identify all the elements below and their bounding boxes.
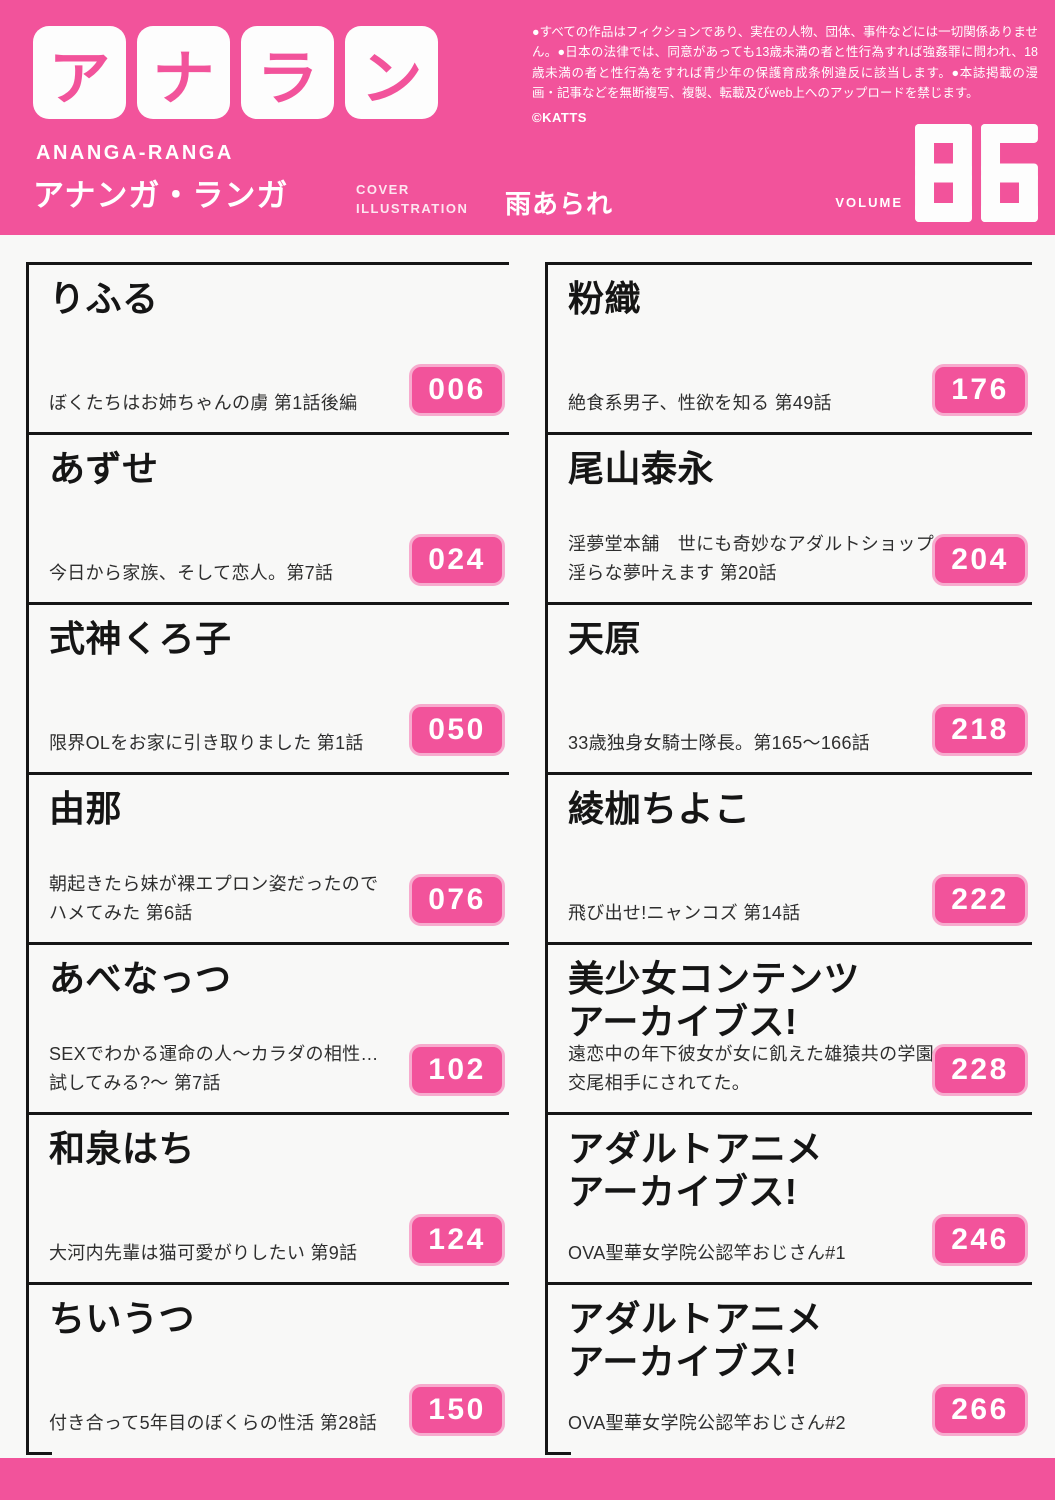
entry-page-badge: 204 bbox=[932, 534, 1028, 586]
entry-page-badge: 218 bbox=[932, 704, 1028, 756]
entry-title: 朝起きたら妹が裸エプロン姿だったので ハメてみた 第6話 bbox=[49, 873, 379, 924]
cover-illustration-label: COVER ILLUSTRATION bbox=[356, 182, 469, 216]
toc-entry: ちいうつ 付き合って5年目のぼくらの性活 第28話 150 bbox=[26, 1282, 509, 1455]
toc-entry: 和泉はち 大河内先輩は猫可愛がりしたい 第9話 124 bbox=[26, 1112, 509, 1282]
entry-title: 遠恋中の年下彼女が女に飢えた雄猿共の学園で 交尾相手にされてた。 bbox=[568, 1043, 953, 1094]
footer-bar bbox=[0, 1458, 1055, 1500]
toc-entry: 天原 33歳独身女騎士隊長。第165〜166話 218 bbox=[545, 602, 1032, 772]
entry-title: 限界OLをお家に引き取りました 第1話 bbox=[49, 733, 364, 754]
entry-title: 今日から家族、そして恋人。第7話 bbox=[49, 563, 334, 584]
entry-title: OVA聖華女学院公認竿おじさん#1 bbox=[568, 1243, 846, 1264]
logo-tile: ア bbox=[33, 26, 126, 119]
entry-author: あずせ bbox=[49, 448, 159, 489]
entry-author: 和泉はち bbox=[49, 1128, 196, 1169]
entry-page-badge: 150 bbox=[409, 1384, 505, 1436]
legal-disclaimer-text: ●すべての作品はフィクションであり、実在の人物、団体、事件などには一切関係ありま… bbox=[532, 25, 1038, 100]
entry-title: SEXでわかる運命の人〜カラダの相性… 試してみる?〜 第7話 bbox=[49, 1043, 379, 1094]
logo-kana-text: アナンガ・ランガ bbox=[33, 178, 289, 213]
toc-entry: 綾枷ちよこ 飛び出せ!ニャンコズ 第14話 222 bbox=[545, 772, 1032, 942]
entry-author: 式神くろ子 bbox=[49, 618, 232, 659]
volume-label: VOLUME bbox=[835, 195, 903, 210]
entry-author: アダルトアニメ アーカイブス! bbox=[568, 1128, 823, 1213]
entry-page-badge: 076 bbox=[409, 874, 505, 926]
volume-indicator: VOLUME bbox=[835, 124, 1038, 222]
toc-entry: あべなっつ SEXでわかる運命の人〜カラダの相性… 試してみる?〜 第7話 10… bbox=[26, 942, 509, 1112]
entry-author: 尾山泰永 bbox=[568, 448, 715, 489]
toc-entry: 尾山泰永 淫夢堂本舗 世にも奇妙なアダルトショップ 淫らな夢叶えます 第20話 … bbox=[545, 432, 1032, 602]
copyright-text: ©KATTS bbox=[532, 110, 587, 125]
volume-number bbox=[915, 124, 1038, 222]
entry-author: 綾枷ちよこ bbox=[568, 788, 751, 829]
entry-page-badge: 222 bbox=[932, 874, 1028, 926]
entry-title: 付き合って5年目のぼくらの性活 第28話 bbox=[49, 1413, 378, 1434]
logo-tile: ナ bbox=[137, 26, 230, 119]
entry-page-badge: 124 bbox=[409, 1214, 505, 1266]
magazine-logo: アナラン bbox=[33, 26, 438, 119]
toc-entry: 式神くろ子 限界OLをお家に引き取りました 第1話 050 bbox=[26, 602, 509, 772]
entry-title: 絶食系男子、性欲を知る 第49話 bbox=[568, 393, 832, 414]
entry-title: OVA聖華女学院公認竿おじさん#2 bbox=[568, 1413, 846, 1434]
entry-page-badge: 176 bbox=[932, 364, 1028, 416]
entry-page-badge: 050 bbox=[409, 704, 505, 756]
entry-title: 飛び出せ!ニャンコズ 第14話 bbox=[568, 903, 801, 924]
logo-tile: ラ bbox=[241, 26, 334, 119]
entry-author: 粉織 bbox=[568, 278, 642, 319]
entry-author: 由那 bbox=[49, 788, 123, 829]
header-banner: アナラン ANANGA-RANGA アナンガ・ランガ COVER ILLUSTR… bbox=[0, 0, 1055, 235]
entry-title: 淫夢堂本舗 世にも奇妙なアダルトショップ 淫らな夢叶えます 第20話 bbox=[568, 533, 934, 584]
logo-romaji-text: ANANGA-RANGA bbox=[36, 142, 234, 164]
cover-artist-name: 雨あられ bbox=[505, 189, 614, 219]
entry-page-badge: 246 bbox=[932, 1214, 1028, 1266]
toc-entry: 由那 朝起きたら妹が裸エプロン姿だったので ハメてみた 第6話 076 bbox=[26, 772, 509, 942]
toc-entry: アダルトアニメ アーカイブス! OVA聖華女学院公認竿おじさん#2 266 bbox=[545, 1282, 1032, 1455]
toc-entry: りふる ぼくたちはお姉ちゃんの虜 第1話後編 006 bbox=[26, 262, 509, 432]
entry-page-badge: 266 bbox=[932, 1384, 1028, 1436]
entry-author: 美少女コンテンツ アーカイブス! bbox=[568, 958, 861, 1043]
entry-page-badge: 228 bbox=[932, 1044, 1028, 1096]
entry-title: ぼくたちはお姉ちゃんの虜 第1話後編 bbox=[49, 393, 358, 414]
entry-author: ちいうつ bbox=[49, 1298, 196, 1339]
entry-author: 天原 bbox=[568, 618, 642, 659]
entry-page-badge: 024 bbox=[409, 534, 505, 586]
entry-author: あべなっつ bbox=[49, 958, 232, 999]
entry-author: りふる bbox=[49, 278, 159, 319]
entry-title: 33歳独身女騎士隊長。第165〜166話 bbox=[568, 733, 871, 754]
toc-entry: アダルトアニメ アーカイブス! OVA聖華女学院公認竿おじさん#1 246 bbox=[545, 1112, 1032, 1282]
entry-title: 大河内先輩は猫可愛がりしたい 第9話 bbox=[49, 1243, 358, 1264]
toc-entry: 粉織 絶食系男子、性欲を知る 第49話 176 bbox=[545, 262, 1032, 432]
toc-grid: りふる ぼくたちはお姉ちゃんの虜 第1話後編 006 粉織 絶食系男子、性欲を知… bbox=[26, 262, 1032, 1455]
toc-entry: 美少女コンテンツ アーカイブス! 遠恋中の年下彼女が女に飢えた雄猿共の学園で 交… bbox=[545, 942, 1032, 1112]
entry-page-badge: 102 bbox=[409, 1044, 505, 1096]
entry-page-badge: 006 bbox=[409, 364, 505, 416]
logo-tile: ン bbox=[345, 26, 438, 119]
toc-entry: あずせ 今日から家族、そして恋人。第7話 024 bbox=[26, 432, 509, 602]
entry-author: アダルトアニメ アーカイブス! bbox=[568, 1298, 823, 1383]
